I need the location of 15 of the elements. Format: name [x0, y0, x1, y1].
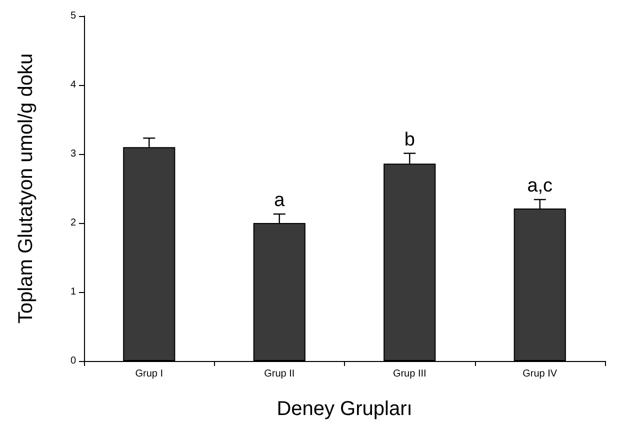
x-tick-label: Grup II: [264, 368, 295, 380]
y-tick-label: 5: [70, 10, 76, 22]
y-tick-label: 0: [70, 356, 76, 366]
y-tick-label: 1: [70, 286, 76, 298]
x-axis-title: Deney Grupları: [276, 398, 412, 420]
y-tick-label: 2: [70, 218, 76, 228]
data-label: a: [274, 190, 286, 212]
y-tick-label: 3: [70, 148, 76, 160]
x-tick-label: Grup IV: [522, 368, 558, 380]
data-label: a,c: [527, 176, 553, 197]
y-tick-label: 4: [70, 80, 76, 90]
x-tick-label: Grup III: [392, 368, 426, 380]
y-axis-title: Toplam Glutatyon umol/g doku: [15, 53, 37, 324]
data-label: b: [404, 129, 415, 150]
x-tick-label: Grup I: [135, 368, 164, 380]
